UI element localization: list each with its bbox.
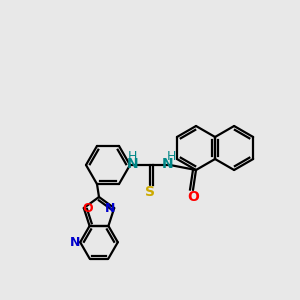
Text: N: N: [70, 236, 80, 249]
Text: H: H: [166, 151, 176, 164]
Text: H: H: [127, 151, 137, 164]
Text: O: O: [187, 190, 199, 204]
Text: N: N: [162, 157, 174, 171]
Text: O: O: [82, 202, 93, 214]
Text: S: S: [145, 185, 155, 199]
Text: N: N: [127, 157, 139, 171]
Text: N: N: [105, 202, 116, 214]
